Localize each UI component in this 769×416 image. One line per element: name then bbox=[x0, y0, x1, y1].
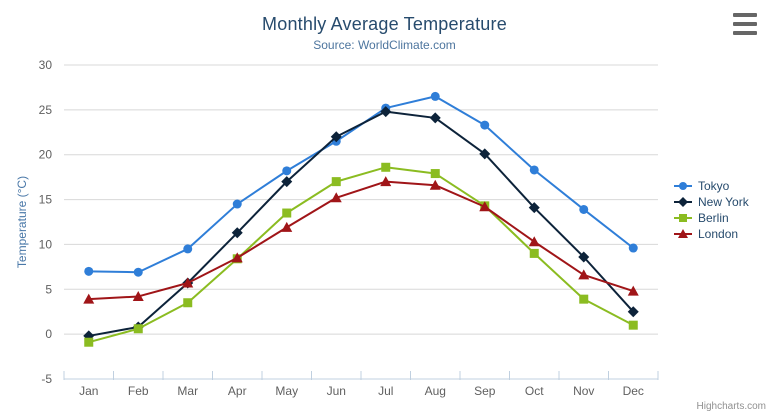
berlin-point[interactable] bbox=[579, 294, 589, 304]
series-berlin-line bbox=[88, 166, 634, 344]
new-york-legend-marker bbox=[674, 197, 692, 207]
tokyo-point[interactable] bbox=[430, 91, 440, 101]
tokyo-point[interactable] bbox=[480, 120, 490, 130]
new-york-point[interactable] bbox=[380, 106, 392, 118]
new-york-point[interactable] bbox=[627, 306, 639, 318]
london-legend-marker bbox=[674, 229, 692, 238]
london-point[interactable] bbox=[330, 192, 342, 203]
x-axis-label: Apr bbox=[228, 384, 247, 398]
x-axis-label: Aug bbox=[425, 384, 446, 398]
chart-subtitle: Source: WorldClimate.com bbox=[313, 38, 456, 52]
berlin-legend-marker bbox=[674, 214, 692, 222]
series-london-line bbox=[88, 180, 634, 301]
hamburger-icon bbox=[733, 31, 757, 35]
y-axis-label: 20 bbox=[39, 148, 53, 162]
x-axis-label: Oct bbox=[525, 384, 544, 398]
y-axis-label: 0 bbox=[45, 327, 52, 341]
series-tokyo[interactable] bbox=[84, 91, 638, 277]
london-point[interactable] bbox=[479, 201, 491, 212]
chart-context-menu-button[interactable] bbox=[733, 13, 759, 35]
london-point[interactable] bbox=[627, 285, 639, 296]
new-york-point[interactable] bbox=[479, 148, 491, 160]
x-axis-label: Feb bbox=[128, 384, 149, 398]
new-york-point[interactable] bbox=[231, 227, 243, 239]
legend-label: Berlin bbox=[698, 211, 729, 225]
hamburger-icon bbox=[733, 13, 757, 17]
y-axis-title: Temperature (°C) bbox=[15, 176, 29, 268]
series-new-york[interactable] bbox=[83, 106, 639, 342]
credits-link[interactable]: Highcharts.com bbox=[696, 401, 766, 412]
y-axis-label: -5 bbox=[41, 372, 52, 386]
series-berlin[interactable] bbox=[84, 162, 638, 347]
chart-title: Monthly Average Temperature bbox=[262, 14, 507, 34]
london-point[interactable] bbox=[281, 221, 293, 232]
x-axis-label: Nov bbox=[573, 384, 594, 398]
series-london[interactable] bbox=[83, 176, 639, 304]
legend-label: London bbox=[698, 227, 739, 241]
london-point[interactable] bbox=[429, 179, 441, 190]
tokyo-point[interactable] bbox=[529, 165, 539, 175]
legend-item-new-york[interactable]: New York bbox=[673, 194, 749, 210]
london-point[interactable] bbox=[132, 290, 144, 301]
y-axis-label: 15 bbox=[39, 193, 53, 207]
y-axis-label: 25 bbox=[39, 103, 53, 117]
london-point[interactable] bbox=[528, 236, 540, 247]
berlin-point[interactable] bbox=[381, 162, 391, 172]
berlin-point[interactable] bbox=[628, 320, 638, 330]
london-point[interactable] bbox=[182, 277, 194, 288]
tokyo-point[interactable] bbox=[579, 204, 589, 214]
berlin-point[interactable] bbox=[183, 298, 193, 308]
london-point[interactable] bbox=[578, 269, 590, 280]
hamburger-icon bbox=[733, 22, 757, 26]
x-axis-label: Mar bbox=[177, 384, 198, 398]
london-point[interactable] bbox=[380, 176, 392, 187]
berlin-point[interactable] bbox=[430, 169, 440, 179]
legend-label: New York bbox=[698, 195, 749, 209]
tokyo-legend-marker bbox=[674, 182, 692, 190]
new-york-point[interactable] bbox=[528, 202, 540, 214]
series-tokyo-line bbox=[88, 95, 634, 274]
london-point[interactable] bbox=[231, 252, 243, 263]
berlin-point[interactable] bbox=[529, 248, 539, 258]
x-axis-label: Jan bbox=[79, 384, 98, 398]
tokyo-point[interactable] bbox=[84, 266, 94, 276]
tokyo-point[interactable] bbox=[183, 244, 193, 254]
chart-legend: Tokyo New York Berlin London bbox=[673, 178, 749, 242]
legend-item-tokyo[interactable]: Tokyo bbox=[673, 178, 749, 194]
tokyo-point[interactable] bbox=[628, 243, 638, 253]
new-york-point[interactable] bbox=[330, 131, 342, 143]
berlin-point[interactable] bbox=[282, 208, 292, 218]
y-axis-label: 10 bbox=[39, 237, 53, 251]
new-york-point[interactable] bbox=[578, 251, 590, 263]
x-axis-label: May bbox=[275, 384, 298, 398]
new-york-point[interactable] bbox=[429, 112, 441, 124]
x-axis-label: Jun bbox=[327, 384, 346, 398]
berlin-point[interactable] bbox=[133, 324, 143, 334]
legend-item-berlin[interactable]: Berlin bbox=[673, 210, 749, 226]
london-point[interactable] bbox=[83, 293, 95, 304]
series-new-york-line bbox=[88, 110, 634, 337]
x-axis-label: Sep bbox=[474, 384, 496, 398]
x-axis-label: Dec bbox=[623, 384, 644, 398]
berlin-point[interactable] bbox=[84, 337, 94, 347]
y-axis-label: 30 bbox=[39, 58, 53, 72]
tokyo-point[interactable] bbox=[232, 199, 242, 209]
legend-item-london[interactable]: London bbox=[673, 226, 749, 242]
x-axis-label: Jul bbox=[378, 384, 393, 398]
tokyo-point[interactable] bbox=[282, 166, 292, 176]
tokyo-point[interactable] bbox=[133, 267, 143, 277]
new-york-point[interactable] bbox=[281, 176, 293, 188]
y-axis-label: 5 bbox=[45, 282, 52, 296]
legend-label: Tokyo bbox=[698, 179, 730, 193]
berlin-point[interactable] bbox=[331, 177, 341, 187]
